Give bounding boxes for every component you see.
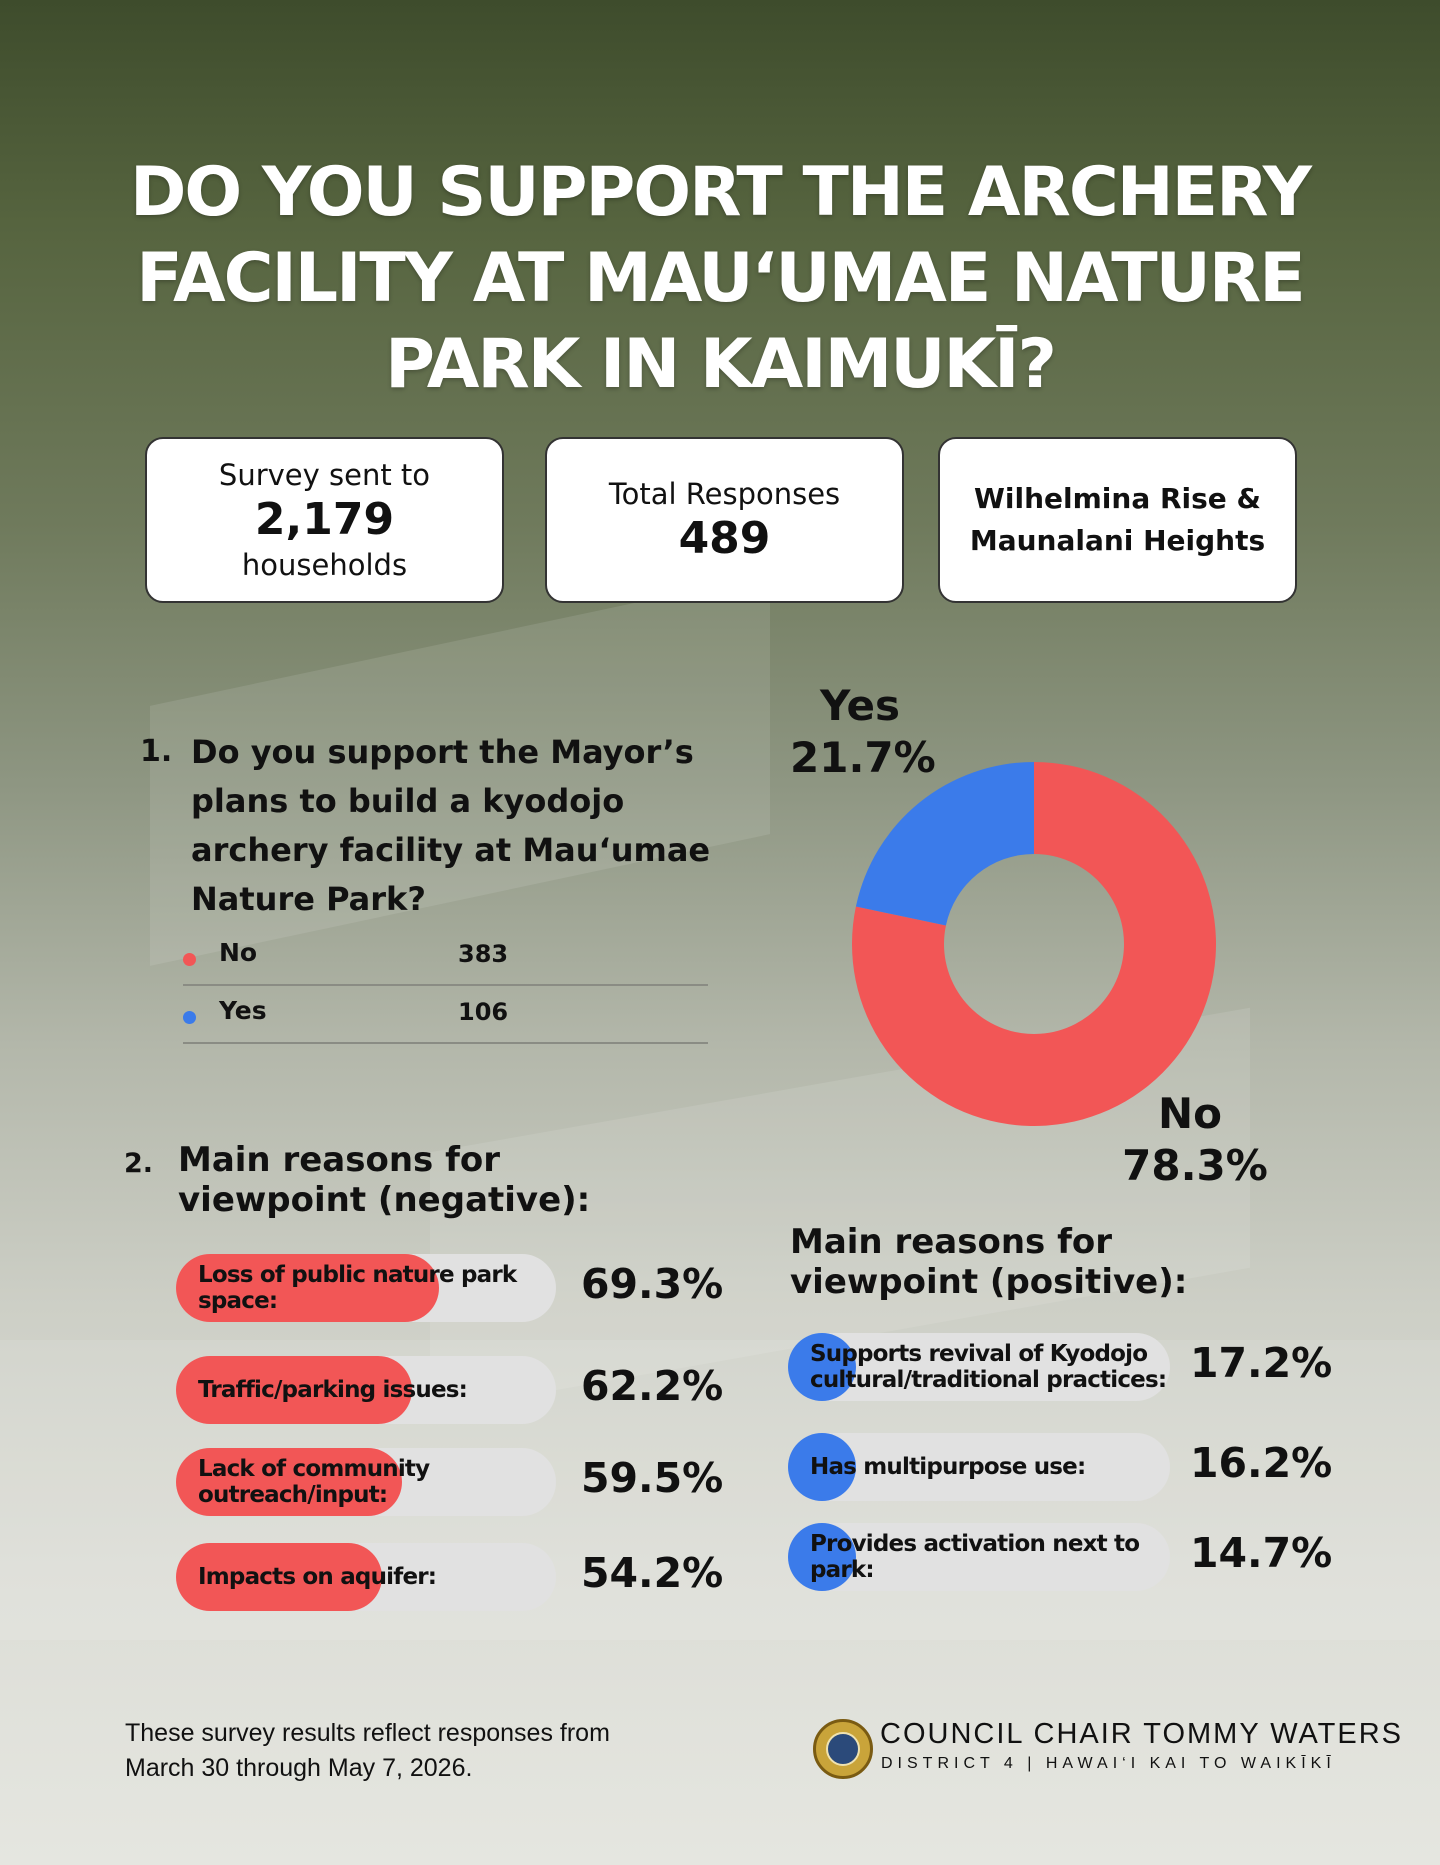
positive-bar-fill (788, 1523, 856, 1591)
pie-label-no: No 78.3% (1110, 1088, 1280, 1192)
district-subtitle: DISTRICT 4 | HAWAI‘I KAI TO WAIKĪKĪ (881, 1755, 1336, 1772)
pie-label-yes: Yes 21.7% (790, 680, 936, 784)
pie-label-yes-value: 21.7% (790, 733, 936, 782)
legend-value-yes: 106 (458, 998, 509, 1026)
total-responses-card: Total Responses 489 (545, 437, 904, 603)
negative-reason-label: Impacts on aquifer: (198, 1564, 437, 1590)
positive-reason-row: Provides activation next to park: 14.7% (788, 1523, 1332, 1591)
legend-dot-no (183, 953, 196, 966)
legend-label-no: No (219, 938, 258, 967)
negative-bar-fill (176, 1543, 382, 1611)
positive-reason-percent: 14.7% (1190, 1529, 1333, 1577)
negative-reason-row: Impacts on aquifer: 54.2% (176, 1543, 723, 1611)
pie-label-yes-name: Yes (819, 681, 901, 730)
negative-reason-label: Lack of community outreach/input: (198, 1456, 430, 1508)
legend-item-yes: Yes 106 (183, 986, 708, 1044)
region-card: Wilhelmina Rise & Maunalani Heights (938, 437, 1297, 603)
negative-reason-row: Lack of community outreach/input: 59.5% (176, 1448, 723, 1516)
negative-reason-row: Loss of public nature park space: 69.3% (176, 1254, 723, 1322)
legend-value-no: 383 (458, 940, 509, 968)
negative-reason-percent: 59.5% (581, 1454, 724, 1502)
legend-item-no: No 383 (183, 928, 708, 986)
positive-reason-row: Supports revival of Kyodojo cultural/tra… (788, 1333, 1332, 1401)
question-1-number: 1. (140, 734, 173, 769)
positive-bar-fill (788, 1433, 856, 1501)
negative-reason-percent: 69.3% (581, 1260, 724, 1308)
positive-reason-label: Provides activation next to park: (810, 1531, 1140, 1583)
pie-label-no-value: 78.3% (1122, 1141, 1268, 1190)
positive-reason-row: Has multipurpose use: 16.2% (788, 1433, 1332, 1501)
negative-reason-row: Traffic/parking issues: 62.2% (176, 1356, 723, 1424)
page-title: DO YOU SUPPORT THE ARCHERY FACILITY AT M… (129, 153, 1312, 404)
legend-dot-yes (183, 1011, 196, 1024)
legend-label-yes: Yes (219, 996, 267, 1025)
negative-reason-percent: 54.2% (581, 1549, 724, 1597)
question-1-text: Do you support the Mayor’s plans to buil… (191, 733, 711, 918)
positive-reason-label: Has multipurpose use: (810, 1454, 1086, 1480)
positive-reason-label: Supports revival of Kyodojo cultural/tra… (810, 1341, 1167, 1393)
donut-slice-no (852, 762, 1216, 1126)
negative-reason-label: Loss of public nature park space: (198, 1262, 517, 1314)
donut-slice-yes (855, 762, 1034, 926)
negative-reason-percent: 62.2% (581, 1362, 724, 1410)
negative-bar-fill (176, 1254, 440, 1322)
negative-bar-fill (176, 1448, 403, 1516)
support-donut-chart (852, 762, 1216, 1126)
survey-sent-label: Survey sent to (218, 458, 431, 492)
positive-reason-percent: 17.2% (1190, 1339, 1333, 1387)
survey-sent-unit: households (241, 548, 408, 582)
survey-sent-card: Survey sent to 2,179 households (145, 437, 504, 603)
negative-bar-fill (176, 1356, 413, 1424)
positive-reasons-heading: Main reasons for viewpoint (positive): (790, 1222, 1188, 1302)
pie-label-no-name: No (1157, 1089, 1222, 1138)
footer-note: These survey results reflect responses f… (125, 1719, 610, 1782)
survey-sent-value: 2,179 (254, 494, 395, 545)
total-responses-label: Total Responses (608, 477, 841, 511)
region-label: Wilhelmina Rise & Maunalani Heights (969, 482, 1266, 557)
council-seal-icon (813, 1719, 873, 1779)
negative-reason-label: Traffic/parking issues: (198, 1377, 468, 1403)
council-chair-name: COUNCIL CHAIR TOMMY WATERS (880, 1718, 1404, 1750)
question-2-number: 2. (124, 1148, 154, 1179)
positive-bar-fill (788, 1333, 856, 1401)
total-responses-value: 489 (678, 513, 771, 564)
negative-reasons-heading: Main reasons for viewpoint (negative): (178, 1140, 591, 1220)
positive-reason-percent: 16.2% (1190, 1439, 1333, 1487)
